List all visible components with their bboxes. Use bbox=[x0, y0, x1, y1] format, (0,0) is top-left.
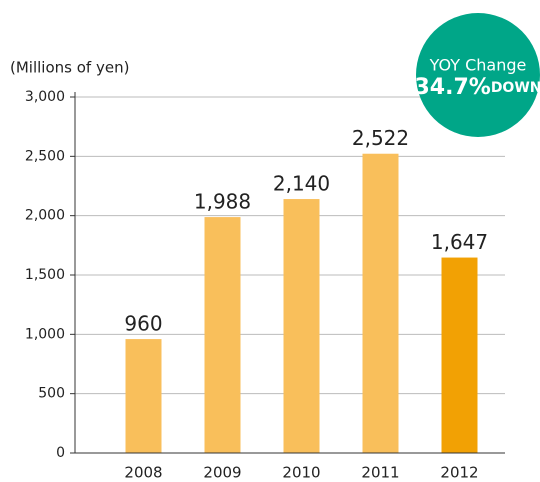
bar bbox=[283, 199, 320, 453]
bar bbox=[204, 217, 241, 453]
badge-change: 34.7%DOWN bbox=[414, 75, 540, 100]
y-tick-label: 1,500 bbox=[25, 267, 65, 283]
badge-title: YOY Change bbox=[429, 56, 527, 75]
value-label: 960 bbox=[124, 312, 162, 336]
y-axis-label: (Millions of yen) bbox=[10, 59, 129, 77]
y-tick-label: 1,000 bbox=[25, 326, 65, 342]
bar bbox=[125, 339, 162, 453]
x-tick-label: 2009 bbox=[203, 464, 241, 482]
value-label: 1,647 bbox=[431, 230, 488, 254]
x-tick-label: 2011 bbox=[361, 464, 399, 482]
bar bbox=[362, 153, 399, 454]
value-label: 1,988 bbox=[194, 190, 251, 214]
x-tick-label: 2010 bbox=[282, 464, 320, 482]
bar bbox=[441, 257, 478, 453]
x-tick-label: 2008 bbox=[124, 464, 162, 482]
y-tick-label: 2,500 bbox=[25, 148, 65, 164]
y-tick-label: 0 bbox=[56, 445, 65, 461]
y-tick-label: 500 bbox=[38, 386, 65, 402]
y-tick-label: 2,000 bbox=[25, 208, 65, 224]
value-label: 2,522 bbox=[352, 126, 409, 150]
value-label: 2,140 bbox=[273, 172, 330, 196]
badge-circle bbox=[416, 13, 540, 137]
badge-direction: DOWN bbox=[491, 80, 540, 96]
badge-percent: 34.7% bbox=[414, 75, 490, 100]
y-tick-label: 3,000 bbox=[25, 89, 65, 105]
x-tick-label: 2012 bbox=[440, 464, 478, 482]
